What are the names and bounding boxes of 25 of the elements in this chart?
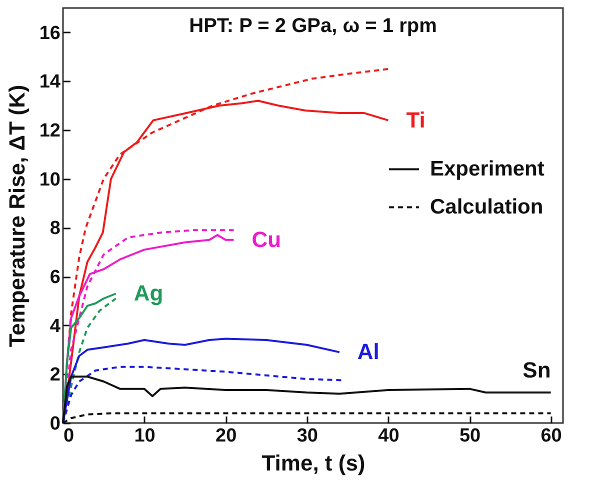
x-tick-label: 50: [459, 426, 481, 446]
y-tick-label: 10: [39, 169, 60, 190]
x-tick-label: 40: [378, 426, 400, 446]
y-axis-title: Temperature Rise, ΔT (K): [4, 84, 30, 348]
y-tick-label: 4: [50, 316, 61, 337]
x-tick-label: 20: [216, 426, 237, 446]
x-tick-label: 60: [540, 426, 562, 446]
x-axis-title: Time, t (s): [262, 450, 366, 476]
y-tick-label: 16: [39, 22, 60, 44]
y-tick-label: 14: [39, 72, 61, 93]
chart-title: HPT: P = 2 GPa, ω = 1 rpm: [189, 15, 437, 37]
annotation: Sn: [522, 357, 551, 382]
legend-label: Calculation: [430, 195, 544, 218]
legend-label: Experiment: [430, 157, 544, 180]
x-tick-label: 30: [296, 426, 318, 446]
x-tick-label: 0: [64, 426, 74, 446]
y-tick-label: 6: [50, 267, 60, 288]
x-tick-label: 10: [134, 426, 156, 446]
annotation: Ti: [406, 107, 426, 132]
y-tick-label: 12: [39, 120, 60, 142]
annotation: Ag: [134, 280, 164, 306]
annotation: Cu: [252, 226, 282, 252]
y-tick-label: 8: [50, 218, 60, 240]
y-tick-label: 2: [50, 364, 60, 386]
annotation: Al: [357, 339, 380, 364]
